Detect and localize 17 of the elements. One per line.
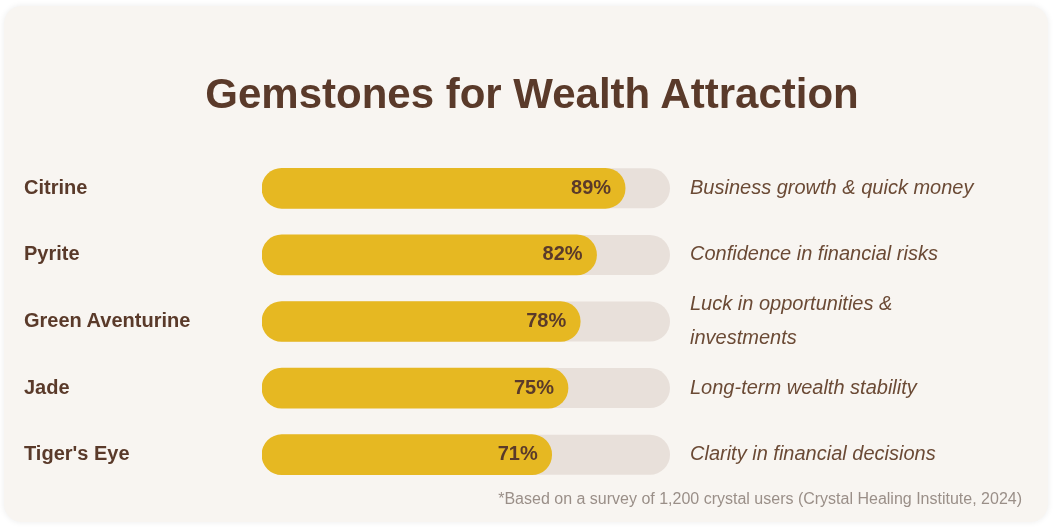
data-label: 82% (542, 242, 583, 265)
y-tick-label: Tiger's Eye (24, 442, 130, 465)
y-tick-label: Citrine (24, 175, 88, 198)
text: Luck in opportunities & investments (690, 292, 893, 349)
y-tick-label: Jade (24, 375, 70, 398)
y-tick-label: Green Aventurine (24, 309, 191, 332)
text: Confidence in financial risks (690, 242, 938, 265)
data-label: 78% (526, 309, 567, 332)
data-label: 71% (497, 442, 538, 465)
data-label: 89% (571, 175, 612, 198)
chart-title: Gemstones for Wealth Attraction (204, 70, 860, 118)
y-tick-label: Pyrite (24, 242, 80, 265)
text: Business growth & quick money (690, 175, 975, 198)
text: *Based on a survey of 1,200 crystal users (Crystal Healing Institute, 2024) (498, 490, 1022, 508)
text: Long-term wealth stability (690, 375, 918, 398)
text: Clarity in financial decisions (690, 442, 936, 465)
data-label: 75% (513, 375, 555, 398)
